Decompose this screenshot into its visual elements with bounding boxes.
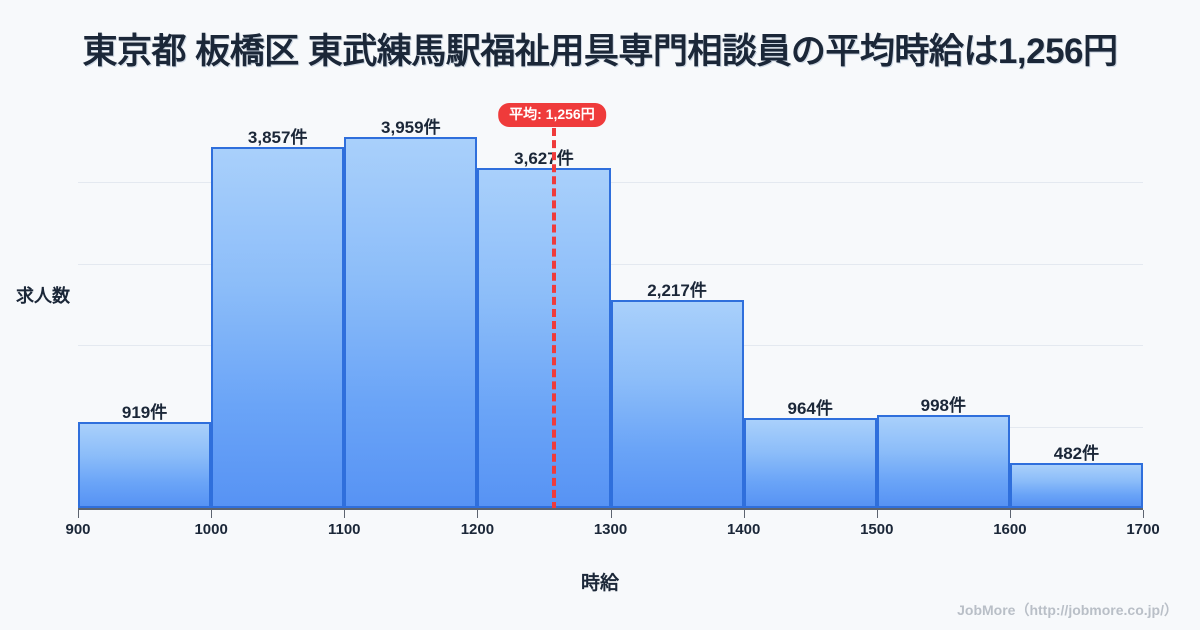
bar[interactable] xyxy=(610,300,744,508)
y-axis-label: 求人数 xyxy=(16,286,70,306)
x-axis-tick-label: 1600 xyxy=(993,521,1027,538)
x-axis-tick-label: 1700 xyxy=(1126,521,1160,538)
bar[interactable] xyxy=(211,146,345,508)
bar-value-label: 919件 xyxy=(121,402,168,422)
page-title: 東京都 板橋区 東武練馬駅福祉用具専門相談員の平均時給は1,256円 xyxy=(82,31,1118,71)
bar[interactable] xyxy=(78,421,212,508)
footer-credit: JobMore（http://jobmore.co.jp/） xyxy=(957,602,1178,618)
x-axis-tick xyxy=(344,510,346,518)
x-axis-line xyxy=(78,508,1143,510)
x-axis-tick xyxy=(876,510,878,518)
bar-value-label: 3,857件 xyxy=(247,127,308,147)
x-axis-tick xyxy=(1009,510,1011,518)
bar-value-label: 2,217件 xyxy=(647,281,707,301)
x-axis-tick-label: 900 xyxy=(65,521,91,538)
bar-value-label: 998件 xyxy=(920,395,966,415)
x-axis-tick-label: 1500 xyxy=(860,521,894,538)
gridline xyxy=(78,264,1143,265)
x-axis-tick-label: 1300 xyxy=(593,521,628,538)
x-axis-tick xyxy=(211,510,213,518)
average-marker-line xyxy=(551,128,556,510)
x-axis-tick xyxy=(477,510,479,518)
bar[interactable] xyxy=(344,137,478,508)
bar[interactable] xyxy=(477,168,611,508)
bar[interactable] xyxy=(876,414,1010,508)
x-axis-tick xyxy=(78,510,79,518)
x-axis-tick-label: 1000 xyxy=(194,521,228,538)
bar[interactable] xyxy=(743,417,877,508)
x-axis-tick xyxy=(1143,510,1144,518)
x-axis-label: 時給 xyxy=(580,573,619,594)
x-axis-tick-label: 1100 xyxy=(327,521,361,538)
bar-value-label: 964件 xyxy=(787,398,833,418)
x-axis-tick xyxy=(610,510,612,518)
x-axis-tick-label: 1400 xyxy=(726,521,761,538)
bar[interactable] xyxy=(1009,462,1143,508)
bar-value-label: 482件 xyxy=(1053,443,1100,463)
x-axis-tick-label: 1200 xyxy=(460,521,495,538)
bar-value-label: 3,627件 xyxy=(514,149,574,169)
average-badge: 平均: 1,256円 xyxy=(498,103,606,128)
x-axis-tick xyxy=(743,510,745,518)
gridline xyxy=(78,182,1143,183)
bar-value-label: 3,959件 xyxy=(381,118,441,138)
